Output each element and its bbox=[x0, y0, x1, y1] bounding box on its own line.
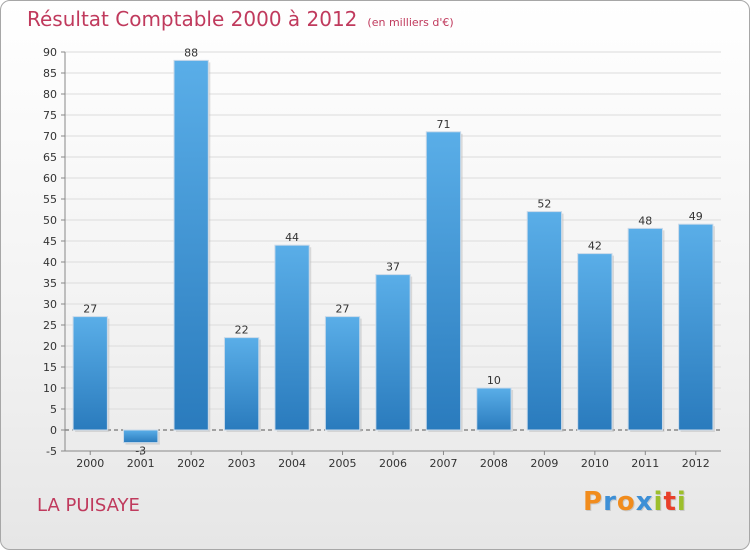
bar-2008[interactable] bbox=[476, 387, 512, 431]
y-tick-label: 25 bbox=[43, 319, 57, 332]
bars bbox=[72, 59, 715, 445]
y-tick-label: 50 bbox=[43, 214, 57, 227]
chart-title-text: Résultat Comptable 2000 à 2012 bbox=[27, 7, 358, 31]
x-tick-label: 2005 bbox=[329, 457, 357, 470]
y-tick-label: 80 bbox=[43, 88, 57, 101]
y-tick-label: 45 bbox=[43, 235, 57, 248]
y-tick-label: 90 bbox=[43, 46, 57, 59]
commune-name: LA PUISAYE bbox=[37, 495, 140, 516]
y-tick-label: 65 bbox=[43, 151, 57, 164]
logo-letter: r bbox=[603, 487, 617, 517]
bar-2006[interactable] bbox=[375, 274, 411, 431]
data-label: 42 bbox=[588, 240, 602, 253]
logo-letter: P bbox=[583, 487, 604, 517]
data-label: 27 bbox=[336, 303, 350, 316]
chart-subtitle: (en milliers d'€) bbox=[367, 16, 454, 29]
data-label: 10 bbox=[487, 374, 501, 387]
x-tick-label: 2007 bbox=[429, 457, 457, 470]
y-tick-label: 70 bbox=[43, 130, 57, 143]
y-tick-label: 20 bbox=[43, 340, 57, 353]
data-label: 71 bbox=[436, 118, 450, 131]
y-tick-label: 75 bbox=[43, 109, 57, 122]
bar-2005[interactable] bbox=[324, 316, 361, 431]
bar-2012[interactable] bbox=[678, 223, 714, 431]
x-tick-label: 2003 bbox=[228, 457, 256, 470]
logo-letter: t bbox=[663, 487, 677, 517]
x-tick-label: 2010 bbox=[581, 457, 609, 470]
bar-2002[interactable] bbox=[173, 59, 209, 431]
y-tick-label: 15 bbox=[43, 361, 57, 374]
x-tick-label: 2004 bbox=[278, 457, 306, 470]
y-tick-label: 10 bbox=[43, 382, 57, 395]
data-label: 37 bbox=[386, 261, 400, 274]
bar-2004[interactable] bbox=[274, 244, 310, 431]
y-tick-label: 40 bbox=[43, 256, 57, 269]
y-tick-label: 60 bbox=[43, 172, 57, 185]
bar-2010[interactable] bbox=[577, 253, 613, 431]
data-label: 88 bbox=[184, 46, 198, 59]
x-tick-label: 2012 bbox=[682, 457, 710, 470]
bar-2001[interactable] bbox=[123, 429, 159, 444]
x-tick-label: 2006 bbox=[379, 457, 407, 470]
data-label: 22 bbox=[235, 324, 249, 337]
logo-letter: i bbox=[653, 487, 664, 517]
y-tick-label: 55 bbox=[43, 193, 57, 206]
logo-letter: i bbox=[676, 487, 687, 517]
y-tick-label: 35 bbox=[43, 277, 57, 290]
bar-2009[interactable] bbox=[526, 211, 563, 431]
data-label: 52 bbox=[537, 198, 551, 211]
bar-2007[interactable] bbox=[425, 131, 462, 431]
x-tick-label: 2011 bbox=[631, 457, 659, 470]
data-label: -3 bbox=[135, 445, 146, 458]
y-tick-label: -5 bbox=[46, 445, 57, 458]
y-tick-label: 30 bbox=[43, 298, 57, 311]
bar-2003[interactable] bbox=[223, 337, 260, 431]
proxiti-logo[interactable]: Proxiti bbox=[583, 487, 687, 517]
y-tick-label: 5 bbox=[50, 403, 57, 416]
y-tick-label: 85 bbox=[43, 67, 57, 80]
x-tick-label: 2009 bbox=[530, 457, 558, 470]
x-tick-label: 2001 bbox=[127, 457, 155, 470]
data-label: 48 bbox=[638, 214, 652, 227]
data-label: 27 bbox=[83, 303, 97, 316]
chart-title: Résultat Comptable 2000 à 2012 (en millie… bbox=[27, 7, 454, 31]
data-label: 44 bbox=[285, 231, 299, 244]
data-labels: 2000 27 2001-3 2002 88 2003 22 2004 44 2005 27 2006… bbox=[76, 46, 710, 470]
y-tick-label: 0 bbox=[50, 424, 57, 437]
x-tick-label: 2000 bbox=[76, 457, 104, 470]
bar-2000[interactable] bbox=[72, 316, 108, 431]
data-label: 49 bbox=[689, 210, 703, 223]
logo-letter: o bbox=[616, 487, 636, 517]
logo-letter: x bbox=[635, 487, 654, 517]
x-tick-label: 2002 bbox=[177, 457, 205, 470]
x-tick-label: 2008 bbox=[480, 457, 508, 470]
bar-2011[interactable] bbox=[627, 227, 663, 431]
